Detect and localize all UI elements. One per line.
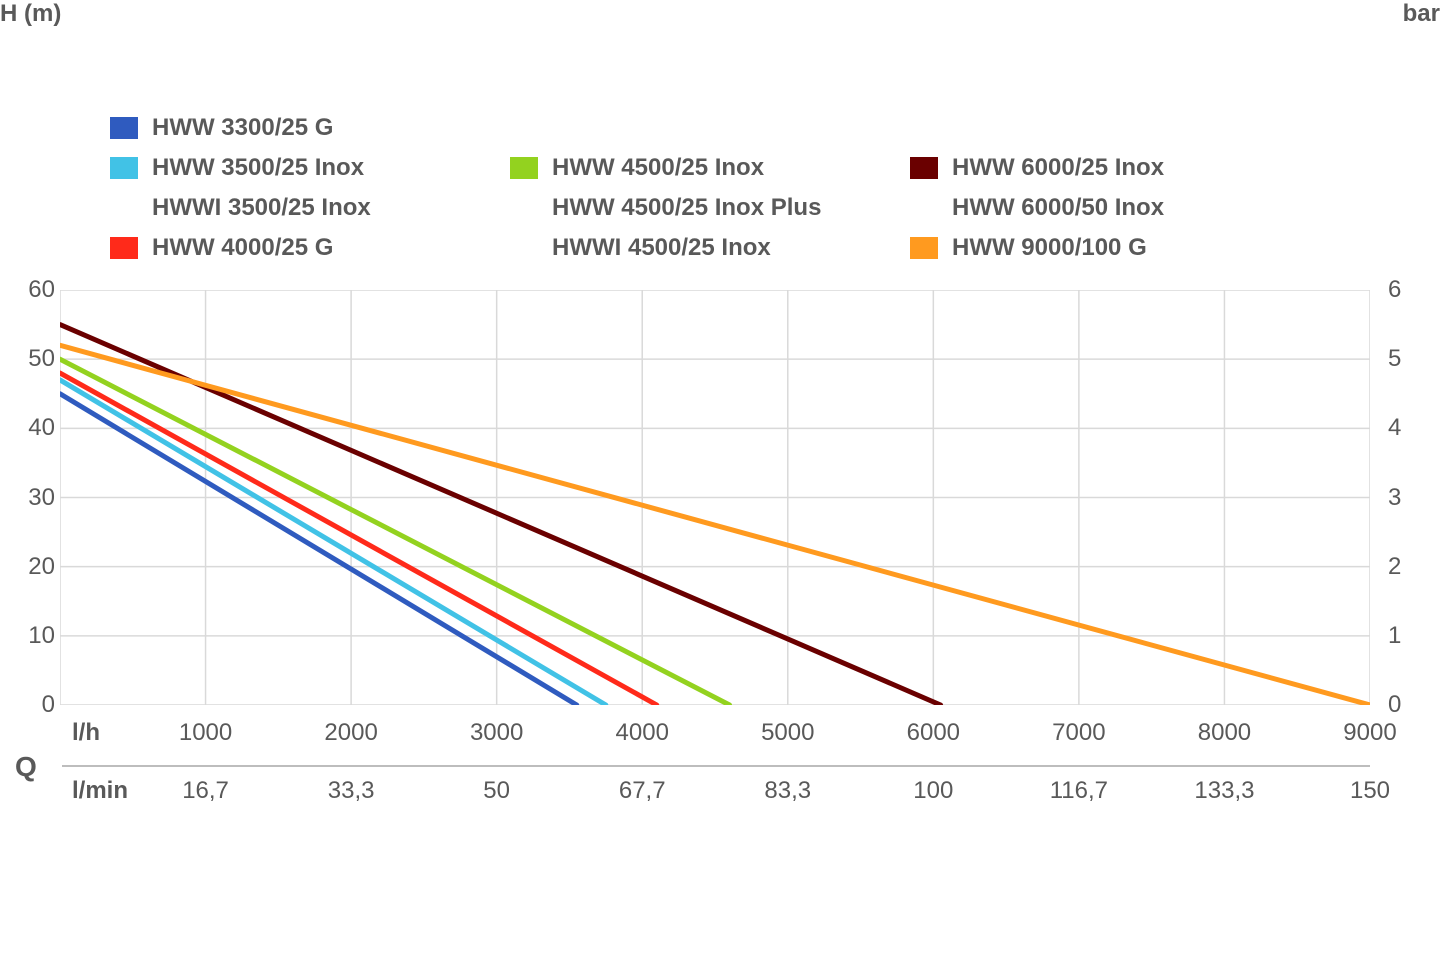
legend-swatch — [910, 237, 938, 259]
y-right-tick: 3 — [1388, 484, 1428, 512]
y-right-tick: 2 — [1388, 553, 1428, 581]
x-lmin-tick: 50 — [483, 777, 510, 805]
x-lmin-tick: 100 — [913, 777, 953, 805]
y-left-tick: 10 — [5, 622, 55, 650]
legend-swatch — [110, 197, 138, 219]
y-right-tick: 4 — [1388, 414, 1428, 442]
legend-swatch — [110, 117, 138, 139]
legend-swatch — [510, 157, 538, 179]
x-lh-tick: 9000 — [1343, 719, 1396, 747]
legend-item: HWW 9000/100 G — [910, 232, 1164, 264]
x-lmin-tick: 16,7 — [182, 777, 229, 805]
legend-item: HWW 6000/50 Inox — [910, 192, 1164, 224]
legend-label: HWW 3300/25 G — [152, 114, 333, 142]
legend-column: HWW 4500/25 Inox HWW 4500/25 Inox Plus HWW… — [510, 152, 821, 272]
legend-item: HWW 3300/25 G — [110, 112, 371, 144]
legend-label: HWW 6000/50 Inox — [952, 194, 1164, 222]
x-lh-tick: 6000 — [907, 719, 960, 747]
x-lmin-tick: 67,7 — [619, 777, 666, 805]
y-right-tick: 1 — [1388, 622, 1428, 650]
legend-swatch — [110, 237, 138, 259]
x-lh-tick: 5000 — [761, 719, 814, 747]
legend-label: HWW 4500/25 Inox — [552, 154, 764, 182]
legend-item: HWWI 4500/25 Inox — [510, 232, 821, 264]
plot-area — [60, 290, 1370, 705]
y-left-tick: 20 — [5, 553, 55, 581]
q-label: Q — [15, 751, 37, 783]
x-lmin-tick: 83,3 — [764, 777, 811, 805]
legend-label: HWW 3500/25 Inox — [152, 154, 364, 182]
y-right-tick: 5 — [1388, 345, 1428, 373]
legend-label: HWW 4500/25 Inox Plus — [552, 194, 821, 222]
legend-swatch — [510, 237, 538, 259]
legend-item: HWWI 3500/25 Inox — [110, 192, 371, 224]
legend-label: HWW 4000/25 G — [152, 234, 333, 262]
x-lh-tick: 1000 — [179, 719, 232, 747]
x-lh-tick: 3000 — [470, 719, 523, 747]
legend-label: HWWI 3500/25 Inox — [152, 194, 371, 222]
series-line — [60, 345, 1370, 705]
y-right-title: bar — [1403, 0, 1440, 28]
y-left-tick: 40 — [5, 414, 55, 442]
legend-label: HWW 6000/25 Inox — [952, 154, 1164, 182]
legend-swatch — [110, 157, 138, 179]
legend-item: HWW 6000/25 Inox — [910, 152, 1164, 184]
x-lh-tick: 4000 — [616, 719, 669, 747]
legend-item: HWW 4500/25 Inox Plus — [510, 192, 821, 224]
legend-swatch — [910, 197, 938, 219]
legend-column: HWW 3300/25 G HWW 3500/25 Inox HWWI 3500/2… — [110, 112, 371, 272]
series-line — [60, 373, 657, 705]
legend-label: HWWI 4500/25 Inox — [552, 234, 771, 262]
series-line — [60, 394, 577, 705]
x-lh-tick: 7000 — [1052, 719, 1105, 747]
legend-swatch — [910, 157, 938, 179]
x-axis-lmin-label: l/min — [72, 777, 128, 805]
legend-item: HWW 4500/25 Inox — [510, 152, 821, 184]
legend-item: HWW 4000/25 G — [110, 232, 371, 264]
x-axis-separator — [62, 765, 1370, 767]
x-lh-tick: 2000 — [324, 719, 377, 747]
legend-label: HWW 9000/100 G — [952, 234, 1147, 262]
x-lmin-tick: 150 — [1350, 777, 1390, 805]
y-left-tick: 60 — [5, 276, 55, 304]
legend-swatch — [510, 197, 538, 219]
x-lh-tick: 8000 — [1198, 719, 1251, 747]
x-lmin-tick: 116,7 — [1050, 777, 1108, 805]
x-lmin-tick: 133,3 — [1194, 777, 1254, 805]
y-left-tick: 50 — [5, 345, 55, 373]
legend-column: HWW 6000/25 Inox HWW 6000/50 Inox HWW 9000… — [910, 152, 1164, 272]
y-left-tick: 0 — [5, 691, 55, 719]
legend-item: HWW 3500/25 Inox — [110, 152, 371, 184]
y-left-tick: 30 — [5, 484, 55, 512]
y-right-tick: 6 — [1388, 276, 1428, 304]
y-right-tick: 0 — [1388, 691, 1428, 719]
x-lmin-tick: 33,3 — [328, 777, 375, 805]
series-line — [60, 359, 730, 705]
x-axis-lh-label: l/h — [72, 719, 100, 747]
y-left-title: H (m) — [0, 0, 61, 28]
pump-curve-chart: HWW 3300/25 G HWW 3500/25 Inox HWWI 3500/2… — [0, 0, 1440, 960]
